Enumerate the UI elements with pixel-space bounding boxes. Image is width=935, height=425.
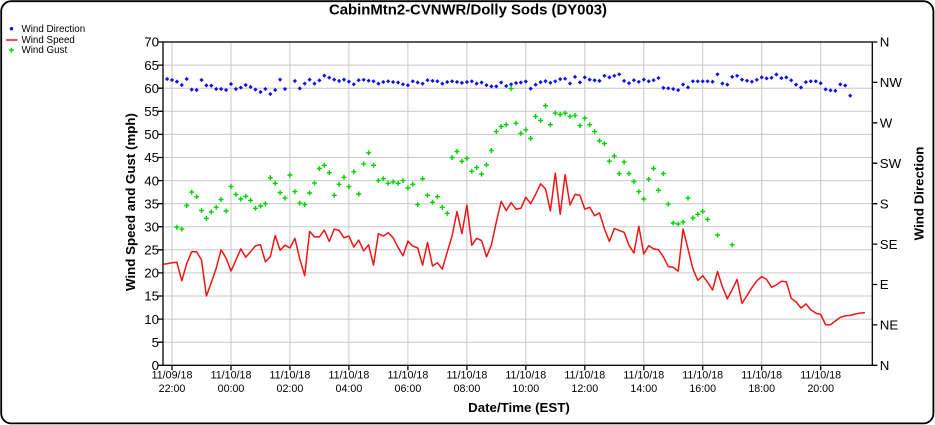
svg-text:N: N [880,358,890,373]
svg-text:22:00: 22:00 [159,383,186,395]
svg-text:18:00: 18:00 [748,383,775,395]
svg-text:11/10/18: 11/10/18 [211,369,252,381]
svg-text:20:00: 20:00 [807,383,834,395]
svg-text:11/10/18: 11/10/18 [741,369,782,381]
svg-text:60: 60 [144,81,159,96]
svg-text:NW: NW [880,75,903,90]
svg-text:11/09/18: 11/09/18 [152,369,193,381]
svg-text:30: 30 [144,219,159,234]
svg-text:11/10/18: 11/10/18 [623,369,664,381]
svg-text:65: 65 [144,58,159,73]
svg-text:Wind Gust: Wind Gust [22,45,68,56]
svg-text:Wind Speed: Wind Speed [22,35,75,46]
svg-text:SW: SW [880,156,902,171]
svg-text:04:00: 04:00 [336,383,363,395]
svg-text:00:00: 00:00 [218,383,245,395]
svg-text:10: 10 [144,312,159,327]
svg-text:50: 50 [144,127,159,142]
svg-text:Wind Speed and Gust (mph): Wind Speed and Gust (mph) [123,113,138,291]
svg-text:20: 20 [144,266,159,281]
svg-text:11/10/18: 11/10/18 [800,369,841,381]
svg-text:Date/Time (EST): Date/Time (EST) [468,400,570,415]
svg-text:Wind Direction: Wind Direction [912,147,927,241]
svg-text:E: E [880,277,889,292]
svg-text:11/10/18: 11/10/18 [682,369,723,381]
svg-text:12:00: 12:00 [571,383,598,395]
svg-text:25: 25 [144,243,159,258]
svg-text:NE: NE [880,318,899,333]
svg-text:5: 5 [152,335,159,350]
svg-text:08:00: 08:00 [454,383,481,395]
svg-text:40: 40 [144,173,159,188]
svg-text:N: N [880,35,890,50]
svg-text:11/10/18: 11/10/18 [564,369,605,381]
svg-text:11/10/18: 11/10/18 [269,369,310,381]
svg-text:Wind Direction: Wind Direction [22,24,86,35]
svg-text:0: 0 [152,358,159,373]
svg-text:15: 15 [144,289,159,304]
svg-text:W: W [880,116,893,131]
svg-text:11/10/18: 11/10/18 [505,369,546,381]
svg-text:70: 70 [144,35,159,50]
svg-text:11/10/18: 11/10/18 [387,369,428,381]
svg-text:16:00: 16:00 [689,383,716,395]
svg-text:06:00: 06:00 [395,383,422,395]
svg-text:S: S [880,196,889,211]
svg-text:10:00: 10:00 [512,383,539,395]
svg-text:SE: SE [880,237,898,252]
svg-text:02:00: 02:00 [277,383,304,395]
svg-text:55: 55 [144,104,159,119]
svg-text:11/10/18: 11/10/18 [328,369,369,381]
svg-text:45: 45 [144,150,159,165]
svg-text:35: 35 [144,196,159,211]
svg-text:11/10/18: 11/10/18 [446,369,487,381]
svg-text:CabinMtn2-CVNWR/Dolly Sods (DY: CabinMtn2-CVNWR/Dolly Sods (DY003) [329,2,607,18]
svg-text:14:00: 14:00 [630,383,657,395]
